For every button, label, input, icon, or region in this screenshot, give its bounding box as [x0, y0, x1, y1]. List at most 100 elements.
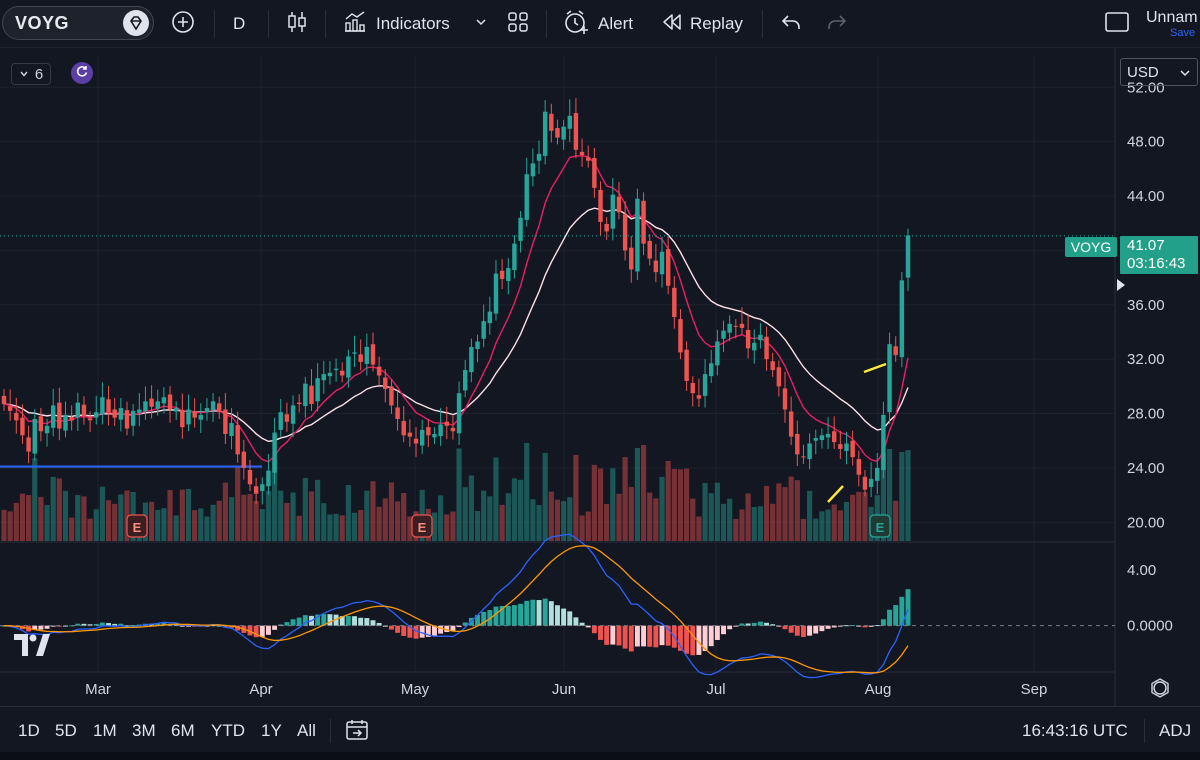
macd-histogram-bar — [370, 620, 376, 626]
currency-select[interactable]: USD — [1120, 58, 1198, 86]
earnings-marker-label: E — [876, 520, 885, 535]
macd-histogram-bar — [530, 599, 536, 626]
toolbar-divider — [546, 10, 547, 38]
candle-body — [143, 401, 148, 412]
macd-histogram-bar — [696, 625, 702, 655]
volume-bar — [757, 506, 763, 541]
replay-label: Replay — [690, 14, 743, 33]
range-5d-button[interactable]: 5D — [55, 721, 77, 740]
range-6m-button[interactable]: 6M — [171, 721, 195, 740]
replay-button[interactable]: Replay — [660, 8, 743, 40]
indicator-legend-toggle[interactable]: 6 — [11, 63, 51, 85]
settings-gear-icon — [1151, 678, 1169, 698]
save-button[interactable]: Save — [1170, 27, 1196, 39]
chart-type-button[interactable] — [285, 8, 309, 40]
currency-label: USD — [1127, 63, 1159, 81]
volume-bar — [616, 493, 622, 541]
chevron-down-icon — [19, 66, 29, 83]
layouts-button[interactable] — [506, 8, 530, 40]
earnings-marker — [869, 514, 891, 538]
volume-bar — [727, 498, 733, 541]
time-tick-label: Jul — [706, 681, 725, 698]
candle-body — [530, 163, 536, 177]
volume-bar — [893, 500, 899, 541]
layout-name[interactable]: Unnam — [1146, 9, 1198, 26]
candle-body — [69, 416, 74, 421]
diamond-icon[interactable] — [123, 10, 149, 36]
volume-bar — [167, 489, 173, 541]
macd-histogram-bar — [819, 625, 825, 632]
undo-button[interactable] — [780, 8, 802, 40]
candle-body — [38, 416, 44, 432]
compare-button[interactable] — [170, 8, 196, 40]
redo-button[interactable] — [826, 8, 848, 40]
candle-body — [290, 405, 296, 424]
timezone-clock[interactable]: 16:43:16 UTC — [1022, 721, 1128, 740]
ema-slow-line — [3, 207, 909, 443]
volume-bar — [517, 479, 524, 541]
templates-dropdown[interactable] — [474, 8, 488, 40]
volume-bar — [278, 490, 284, 541]
candle-body — [801, 456, 806, 458]
adjustment-toggle[interactable]: ADJ — [1159, 721, 1192, 740]
goto-date-button[interactable] — [344, 717, 370, 748]
fullscreen-button[interactable] — [1104, 8, 1130, 40]
range-ytd-button[interactable]: YTD — [211, 721, 245, 740]
candle-body — [690, 382, 695, 394]
macd-histogram-bar — [235, 625, 241, 631]
macd-histogram-bar — [327, 614, 333, 626]
rewind-icon — [660, 10, 684, 39]
macd-histogram-bar — [259, 625, 265, 637]
macd-histogram-bar — [505, 605, 511, 626]
candle-body — [555, 128, 560, 138]
macd-histogram-bar — [874, 625, 880, 627]
macd-histogram-bar — [868, 625, 874, 627]
symbol-search[interactable]: VOYG — [2, 6, 154, 40]
macd-histogram-bar — [475, 614, 480, 626]
macd-histogram-bar — [690, 625, 696, 656]
volume-bar — [456, 448, 462, 541]
candle-body — [506, 268, 511, 282]
range-all-button[interactable]: All — [297, 721, 316, 740]
refresh-button[interactable] — [71, 62, 93, 84]
alarm-clock-icon — [562, 8, 590, 41]
candle-body — [327, 372, 333, 377]
macd-histogram-bar — [124, 625, 130, 627]
range-3m-button[interactable]: 3M — [132, 721, 156, 740]
volume-bar — [751, 506, 757, 541]
macd-histogram-bar — [610, 625, 616, 645]
macd-histogram-bar — [315, 614, 321, 626]
indicators-button[interactable]: Indicators — [342, 8, 450, 40]
range-1m-button[interactable]: 1M — [93, 721, 117, 740]
volume-bar — [837, 510, 843, 541]
alert-button[interactable]: Alert — [562, 8, 633, 40]
volume-bar — [819, 511, 825, 541]
macd-histogram-bar — [419, 625, 425, 638]
candle-body — [524, 174, 529, 220]
candle-body — [733, 325, 739, 327]
volume-bar — [499, 504, 505, 541]
interval-button[interactable]: D — [233, 8, 245, 40]
macd-histogram-bar — [825, 625, 831, 629]
candle-body — [395, 407, 400, 419]
top-toolbar: VOYG D Indicators — [0, 0, 1200, 48]
volume-bar — [38, 496, 44, 541]
volume-bar — [247, 494, 253, 541]
candle-body — [665, 249, 671, 286]
chart-area[interactable]: Mar Apr May Jun Jul Aug Sep 52.00 48.00 44.00 36.0… — [0, 48, 1200, 706]
macd-histogram-bar — [647, 625, 653, 647]
macd-histogram-bar — [653, 625, 659, 648]
macd-histogram-bar — [462, 622, 468, 626]
candle-body — [173, 408, 179, 412]
candle-body — [770, 361, 775, 371]
macd-histogram-bar — [518, 603, 524, 626]
volume-bar — [567, 497, 573, 541]
volume-bar — [210, 504, 216, 541]
volume-bar — [308, 491, 315, 541]
chart-canvas[interactable]: Mar Apr May Jun Jul Aug Sep 52.00 48.00 44.00 36.0… — [0, 48, 1200, 706]
ema-fast-line — [3, 155, 909, 463]
volume-bar — [296, 515, 302, 541]
volume-bar — [198, 508, 204, 541]
range-1d-button[interactable]: 1D — [18, 721, 40, 740]
range-1y-button[interactable]: 1Y — [261, 721, 282, 740]
